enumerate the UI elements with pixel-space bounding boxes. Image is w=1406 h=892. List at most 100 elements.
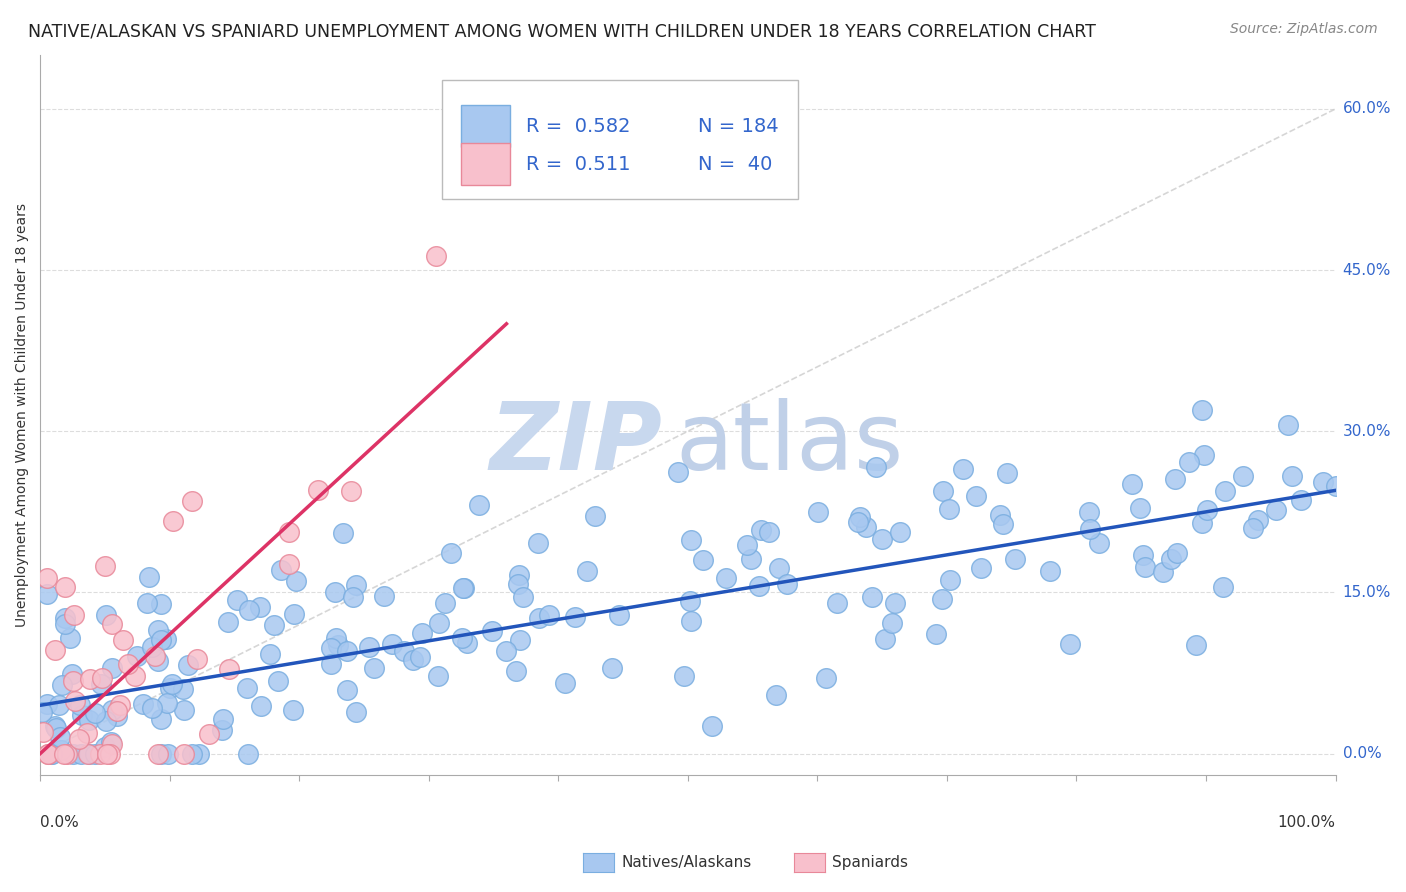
Point	[427, 615, 450, 630]
Point	[37, 747, 59, 761]
Point	[1247, 512, 1270, 526]
Point	[554, 675, 576, 690]
Point	[1213, 483, 1236, 498]
Point	[41, 747, 63, 761]
Text: 30.0%: 30.0%	[1343, 424, 1391, 439]
Point	[124, 669, 146, 683]
Point	[716, 570, 738, 584]
Point	[468, 498, 491, 512]
Point	[249, 599, 271, 614]
Point	[508, 567, 530, 582]
Point	[1195, 503, 1218, 517]
Point	[100, 735, 122, 749]
Point	[277, 524, 299, 539]
Point	[440, 546, 463, 560]
Point	[1004, 551, 1026, 566]
Point	[188, 747, 211, 761]
Point	[281, 703, 304, 717]
Point	[1077, 505, 1099, 519]
Point	[995, 466, 1018, 480]
Point	[141, 700, 163, 714]
Point	[673, 669, 696, 683]
Point	[889, 524, 911, 539]
Point	[870, 533, 893, 547]
Point	[1121, 477, 1143, 491]
Point	[402, 653, 425, 667]
Point	[969, 560, 991, 574]
Point	[768, 561, 790, 575]
Point	[1324, 479, 1347, 493]
Text: 0.0%: 0.0%	[1343, 747, 1381, 761]
Point	[1160, 552, 1182, 566]
Point	[250, 699, 273, 714]
Point	[44, 643, 66, 657]
Point	[49, 730, 72, 744]
Text: NATIVE/ALASKAN VS SPANIARD UNEMPLOYMENT AMONG WOMEN WITH CHILDREN UNDER 18 YEARS: NATIVE/ALASKAN VS SPANIARD UNEMPLOYMENT …	[28, 22, 1097, 40]
Point	[35, 698, 58, 712]
Point	[456, 636, 478, 650]
Point	[1289, 493, 1312, 508]
Point	[1277, 418, 1299, 433]
Point	[101, 661, 124, 675]
Point	[381, 637, 404, 651]
Point	[1232, 468, 1254, 483]
Point	[186, 652, 208, 666]
Text: N = 184: N = 184	[699, 117, 779, 136]
Point	[146, 654, 169, 668]
Point	[146, 747, 169, 761]
Point	[96, 747, 118, 761]
Point	[94, 558, 117, 573]
Point	[110, 698, 132, 712]
Point	[319, 640, 342, 655]
Point	[283, 607, 305, 622]
Text: 45.0%: 45.0%	[1343, 262, 1391, 277]
Point	[226, 592, 249, 607]
Point	[31, 705, 53, 719]
Point	[77, 747, 100, 761]
Point	[453, 581, 475, 595]
Point	[44, 722, 66, 736]
Point	[538, 607, 561, 622]
Text: Natives/Alaskans: Natives/Alaskans	[621, 855, 752, 870]
Text: 60.0%: 60.0%	[1343, 102, 1391, 116]
Point	[814, 671, 837, 685]
Point	[173, 747, 195, 761]
Point	[117, 657, 139, 672]
Text: atlas: atlas	[675, 398, 903, 490]
Point	[527, 611, 550, 625]
Point	[411, 626, 433, 640]
Point	[409, 649, 432, 664]
Point	[172, 681, 194, 696]
Point	[62, 674, 84, 689]
Point	[218, 662, 240, 676]
Point	[180, 494, 202, 508]
Point	[336, 683, 359, 698]
Point	[357, 640, 380, 654]
Point	[31, 725, 53, 739]
Point	[991, 516, 1014, 531]
Point	[1184, 638, 1206, 652]
Point	[509, 633, 531, 648]
Point	[79, 714, 101, 728]
Point	[44, 719, 66, 733]
Point	[363, 661, 385, 675]
Text: ZIP: ZIP	[489, 398, 662, 490]
Point	[1133, 560, 1156, 574]
Point	[751, 524, 773, 538]
Point	[155, 632, 177, 646]
Point	[53, 611, 76, 625]
Point	[149, 632, 172, 647]
Point	[426, 669, 449, 683]
Point	[156, 747, 179, 761]
Point	[62, 747, 84, 761]
Point	[1191, 516, 1213, 530]
Point	[173, 702, 195, 716]
Point	[65, 694, 87, 708]
Point	[865, 459, 887, 474]
Point	[340, 483, 363, 498]
Point	[60, 666, 83, 681]
Point	[150, 712, 173, 726]
Point	[576, 564, 599, 578]
Point	[735, 538, 758, 552]
Point	[278, 557, 301, 571]
